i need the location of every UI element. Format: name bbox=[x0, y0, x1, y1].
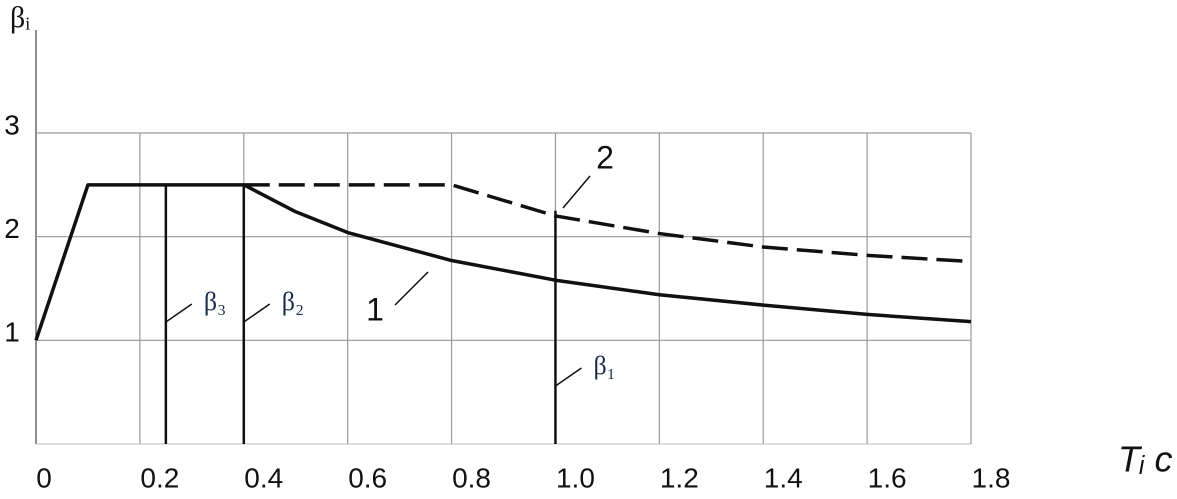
series-label: 1 bbox=[366, 291, 384, 327]
x-tick-label: 1.0 bbox=[556, 462, 595, 493]
x-tick-label: 1.6 bbox=[868, 462, 907, 493]
series-leader bbox=[394, 271, 429, 306]
x-axis-label: Tᵢ c bbox=[1118, 439, 1172, 480]
series-line bbox=[34, 183, 972, 341]
y-tick-label: 2 bbox=[4, 213, 20, 244]
x-tick-label: 1.4 bbox=[764, 462, 803, 493]
x-tick-label: 0.4 bbox=[244, 462, 283, 493]
x-tick-label: 0 bbox=[36, 462, 52, 493]
y-axis-label: βᵢ bbox=[10, 1, 30, 34]
marker-leader bbox=[243, 303, 271, 323]
x-tick-label: 0.6 bbox=[348, 462, 387, 493]
x-tick-label: 0.2 bbox=[140, 462, 179, 493]
series-leader bbox=[562, 175, 591, 209]
marker-leader bbox=[165, 303, 193, 323]
marker-leader bbox=[555, 367, 582, 387]
marker-label: β₂ bbox=[282, 287, 304, 316]
marker-label: β₃ bbox=[204, 287, 226, 316]
series-line bbox=[243, 183, 972, 264]
y-tick-label: 1 bbox=[4, 317, 20, 348]
x-tick-label: 0.8 bbox=[452, 462, 491, 493]
x-tick-label: 1.2 bbox=[660, 462, 699, 493]
series-label: 2 bbox=[596, 139, 614, 175]
y-tick-label: 3 bbox=[4, 109, 20, 140]
marker-label: β₁ bbox=[593, 351, 615, 380]
x-tick-label: 1.8 bbox=[972, 462, 1011, 493]
